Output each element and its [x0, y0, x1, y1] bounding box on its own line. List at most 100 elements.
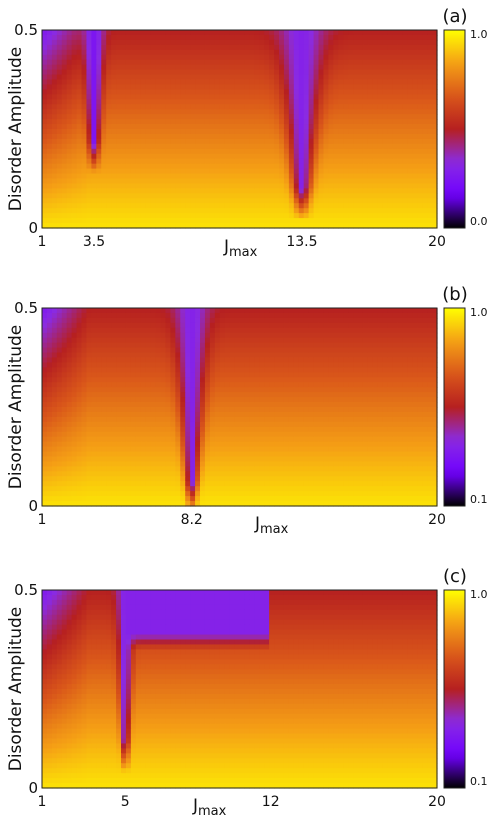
- heatmap-cell: [269, 342, 275, 349]
- heatmap-cell: [392, 158, 399, 165]
- heatmap-cell: [397, 133, 404, 140]
- heatmap-cell: [96, 84, 102, 90]
- heatmap-cell: [303, 322, 310, 329]
- heatmap-cell: [160, 138, 167, 145]
- heatmap-cell: [377, 387, 384, 393]
- heatmap-cell: [407, 104, 413, 110]
- heatmap-cell: [51, 193, 58, 199]
- heatmap-cell: [180, 148, 186, 155]
- heatmap-cell: [116, 322, 122, 329]
- heatmap-cell: [402, 342, 408, 349]
- heatmap-cell: [185, 94, 191, 100]
- heatmap-cell: [86, 133, 92, 140]
- heatmap-cell: [328, 387, 334, 393]
- heatmap-cell: [338, 74, 344, 81]
- heatmap-cell: [343, 138, 349, 145]
- heatmap-cell: [377, 337, 384, 344]
- heatmap-cell: [116, 411, 122, 418]
- heatmap-cell: [249, 397, 255, 403]
- heatmap-cell: [264, 332, 270, 339]
- heatmap-cell: [358, 337, 364, 344]
- heatmap-cell: [432, 208, 438, 214]
- heatmap-cell: [101, 158, 107, 165]
- heatmap-cell: [348, 327, 354, 334]
- heatmap-cell: [367, 54, 374, 61]
- heatmap-cell: [61, 312, 68, 319]
- heatmap-cell: [328, 342, 334, 349]
- heatmap-cell: [377, 203, 384, 209]
- heatmap-cell: [328, 352, 334, 359]
- heatmap-cell: [56, 183, 63, 189]
- heatmap-cell: [106, 382, 112, 388]
- heatmap-cell: [130, 158, 137, 165]
- heatmap-cell: [234, 308, 241, 314]
- heatmap-cell: [318, 64, 325, 71]
- heatmap-cell: [46, 49, 53, 56]
- heatmap-cell: [180, 332, 186, 339]
- heatmap-cell: [185, 109, 191, 115]
- heatmap-cell: [407, 30, 413, 36]
- heatmap-cell: [244, 94, 250, 100]
- heatmap-cell: [76, 392, 83, 398]
- heatmap-cell: [150, 317, 157, 324]
- heatmap-cell: [298, 133, 305, 140]
- heatmap-cell: [274, 317, 280, 324]
- heatmap-cell: [209, 94, 216, 100]
- heatmap-cell: [135, 30, 142, 36]
- heatmap-cell: [397, 44, 404, 51]
- heatmap-cell: [135, 99, 142, 105]
- heatmap-cell: [140, 411, 147, 418]
- heatmap-cell: [61, 213, 68, 219]
- heatmap-cell: [234, 188, 241, 194]
- heatmap-cell: [150, 84, 157, 90]
- heatmap-cell: [91, 64, 97, 71]
- heatmap-cell: [195, 168, 201, 175]
- heatmap-cell: [121, 44, 127, 51]
- heatmap-cell: [160, 129, 167, 135]
- heatmap-cell: [130, 337, 137, 344]
- heatmap-cell: [427, 44, 433, 51]
- heatmap-cell: [308, 158, 315, 165]
- heatmap-cell: [195, 392, 201, 398]
- heatmap-cell: [135, 59, 142, 66]
- heatmap-cell: [377, 94, 384, 100]
- heatmap-cell: [180, 203, 186, 209]
- heatmap-cell: [160, 397, 167, 403]
- heatmap-cell: [269, 94, 275, 100]
- heatmap-cell: [362, 30, 369, 36]
- heatmap-cell: [81, 342, 88, 349]
- heatmap-cell: [274, 218, 280, 224]
- heatmap-cell: [269, 322, 275, 329]
- heatmap-cell: [234, 342, 241, 349]
- heatmap-cell: [432, 84, 438, 90]
- heatmap-cell: [308, 94, 315, 100]
- heatmap-cell: [165, 367, 171, 373]
- heatmap-cell: [397, 397, 404, 403]
- heatmap-cell: [283, 208, 290, 214]
- heatmap-cell: [367, 59, 374, 66]
- heatmap-cell: [259, 138, 265, 145]
- heatmap-cell: [313, 188, 320, 194]
- heatmap-cell: [121, 367, 127, 373]
- heatmap-cell: [422, 362, 428, 368]
- heatmap-cell: [190, 84, 196, 90]
- heatmap-cell: [91, 129, 97, 135]
- heatmap-cell: [318, 104, 325, 110]
- heatmap-cell: [328, 223, 334, 229]
- heatmap-cell: [264, 173, 270, 180]
- heatmap-cell: [318, 89, 325, 95]
- heatmap-cell: [101, 213, 107, 219]
- heatmap-cell: [111, 357, 117, 364]
- heatmap-cell: [56, 168, 63, 175]
- heatmap-cell: [96, 99, 102, 105]
- heatmap-a: [42, 30, 438, 229]
- heatmap-cell: [81, 213, 88, 219]
- heatmap-cell: [125, 109, 132, 115]
- heatmap-cell: [81, 158, 88, 165]
- heatmap-cell: [382, 213, 389, 219]
- heatmap-cell: [249, 133, 255, 140]
- heatmap-cell: [372, 89, 379, 95]
- heatmap-cell: [298, 178, 305, 185]
- heatmap-cell: [382, 377, 389, 383]
- heatmap-cell: [61, 119, 68, 125]
